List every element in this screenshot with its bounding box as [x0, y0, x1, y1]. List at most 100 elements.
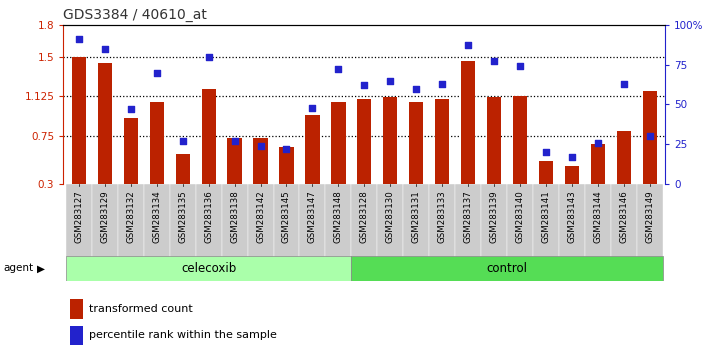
Text: GSM283148: GSM283148 — [334, 190, 343, 242]
Bar — [403, 184, 429, 257]
Bar — [351, 256, 662, 281]
Bar — [248, 184, 274, 257]
Bar — [565, 166, 579, 184]
Bar — [357, 99, 372, 184]
Text: GSM283144: GSM283144 — [593, 190, 603, 242]
Bar — [533, 184, 559, 257]
Bar — [611, 184, 636, 257]
Text: GSM283140: GSM283140 — [515, 190, 524, 242]
Bar — [351, 184, 377, 257]
Bar — [72, 57, 86, 184]
Bar — [253, 138, 268, 184]
Bar — [222, 184, 248, 257]
Point — [177, 138, 189, 144]
Text: GSM283130: GSM283130 — [386, 190, 395, 242]
Bar — [507, 184, 533, 257]
Bar — [643, 91, 657, 184]
Text: GSM283132: GSM283132 — [126, 190, 135, 242]
Point — [281, 146, 292, 152]
Text: GSM283146: GSM283146 — [620, 190, 628, 242]
Text: GSM283138: GSM283138 — [230, 190, 239, 242]
Point — [489, 58, 500, 64]
Text: GSM283143: GSM283143 — [567, 190, 577, 242]
Text: GSM283139: GSM283139 — [489, 190, 498, 242]
Bar — [279, 147, 294, 184]
Text: GSM283137: GSM283137 — [464, 190, 472, 242]
Text: transformed count: transformed count — [89, 304, 192, 314]
Point — [592, 140, 603, 145]
Bar — [409, 102, 423, 184]
Bar — [636, 184, 662, 257]
Bar — [274, 184, 299, 257]
Bar — [481, 184, 507, 257]
Text: ▶: ▶ — [37, 263, 44, 273]
Bar — [118, 184, 144, 257]
Text: GSM283127: GSM283127 — [75, 190, 84, 242]
Point — [358, 82, 370, 88]
Bar — [332, 102, 346, 184]
Bar — [325, 184, 351, 257]
Point — [410, 86, 422, 91]
Text: GSM283136: GSM283136 — [204, 190, 213, 242]
Bar — [306, 115, 320, 184]
Text: percentile rank within the sample: percentile rank within the sample — [89, 330, 277, 341]
Bar — [175, 154, 190, 184]
Point — [436, 81, 448, 87]
Text: GSM283133: GSM283133 — [438, 190, 446, 242]
Bar — [591, 144, 605, 184]
Point — [99, 46, 111, 52]
Point — [125, 106, 137, 112]
Bar — [92, 184, 118, 257]
Text: GSM283142: GSM283142 — [256, 190, 265, 242]
Bar — [144, 184, 170, 257]
Bar — [513, 96, 527, 184]
Bar — [559, 184, 585, 257]
Point — [515, 63, 526, 69]
Bar — [170, 184, 196, 257]
Bar — [429, 184, 455, 257]
Bar — [201, 88, 216, 184]
Bar — [487, 97, 501, 184]
Bar — [66, 184, 92, 257]
Text: celecoxib: celecoxib — [181, 262, 237, 275]
Bar — [227, 138, 241, 184]
Text: GDS3384 / 40610_at: GDS3384 / 40610_at — [63, 8, 207, 22]
Text: GSM283135: GSM283135 — [178, 190, 187, 242]
Bar — [124, 118, 138, 184]
Text: GSM283128: GSM283128 — [360, 190, 369, 242]
Bar — [617, 131, 631, 184]
Point — [203, 54, 214, 59]
Bar — [435, 99, 449, 184]
Point — [566, 154, 577, 160]
Bar — [150, 102, 164, 184]
Text: GSM283141: GSM283141 — [541, 190, 551, 242]
Text: GSM283147: GSM283147 — [308, 190, 317, 242]
Bar — [377, 184, 403, 257]
Bar — [455, 184, 481, 257]
Point — [644, 133, 655, 139]
Text: GSM283145: GSM283145 — [282, 190, 291, 242]
Text: GSM283129: GSM283129 — [101, 190, 109, 242]
Bar — [585, 184, 611, 257]
Bar — [539, 161, 553, 184]
Text: agent: agent — [4, 263, 34, 273]
Point — [73, 36, 84, 42]
Point — [151, 70, 163, 75]
Point — [540, 149, 551, 155]
Point — [463, 43, 474, 48]
Text: GSM283134: GSM283134 — [152, 190, 161, 242]
Text: control: control — [486, 262, 527, 275]
Bar — [461, 61, 475, 184]
Point — [255, 143, 266, 149]
Bar — [98, 63, 112, 184]
Bar — [383, 97, 397, 184]
Point — [307, 105, 318, 110]
Point — [229, 138, 240, 144]
Point — [618, 81, 629, 87]
Point — [384, 78, 396, 84]
Bar — [196, 184, 222, 257]
Point — [333, 67, 344, 72]
Text: GSM283131: GSM283131 — [412, 190, 421, 242]
Bar — [66, 256, 351, 281]
Bar — [299, 184, 325, 257]
